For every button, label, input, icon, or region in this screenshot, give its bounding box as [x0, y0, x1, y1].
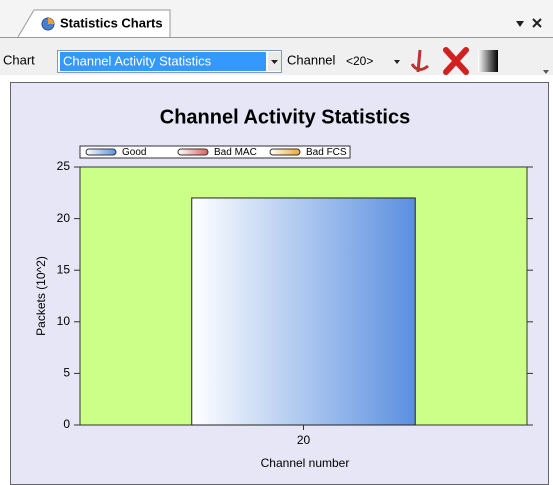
legend-swatch — [269, 148, 301, 156]
tab-title: Statistics Charts — [60, 15, 163, 30]
chart-label: Chart — [3, 52, 35, 67]
chart-title: Channel Activity Statistics — [160, 106, 410, 128]
delete-icon[interactable] — [443, 47, 469, 75]
y-tick-label: 10 — [57, 314, 71, 328]
tab-menu[interactable] — [516, 21, 524, 27]
overflow-arrow[interactable] — [543, 70, 549, 74]
legend-swatch — [85, 148, 117, 156]
channel-select-arrow[interactable] — [394, 60, 400, 64]
y-tick-label: 5 — [63, 366, 70, 380]
chart-select-text: Channel Activity Statistics — [63, 53, 212, 68]
tab[interactable] — [17, 9, 171, 38]
chart-select-highlight — [60, 52, 266, 71]
channel-select-text[interactable]: <20> — [346, 54, 373, 68]
channel-label: Channel — [287, 52, 336, 67]
legend-label: Bad FCS — [306, 147, 347, 158]
color-icon[interactable] — [478, 50, 498, 72]
y-tick-label: 25 — [57, 159, 71, 173]
y-tick-label: 15 — [57, 262, 71, 276]
chart-select-arrow — [271, 60, 278, 64]
legend-swatch — [177, 148, 209, 156]
y-axis-label: Packets (10^2) — [34, 256, 48, 336]
bar — [191, 197, 416, 426]
anchor-icon[interactable] — [410, 49, 429, 73]
tab-icon-slice — [48, 18, 54, 24]
x-axis-label: Channel number — [261, 456, 350, 470]
legend-label: Good — [122, 147, 146, 158]
y-tick-label: 0 — [63, 417, 70, 431]
legend-label: Bad MAC — [214, 147, 257, 158]
tab-close[interactable] — [532, 18, 542, 28]
x-tick-label: 20 — [297, 433, 311, 447]
y-tick-label: 20 — [57, 211, 71, 225]
